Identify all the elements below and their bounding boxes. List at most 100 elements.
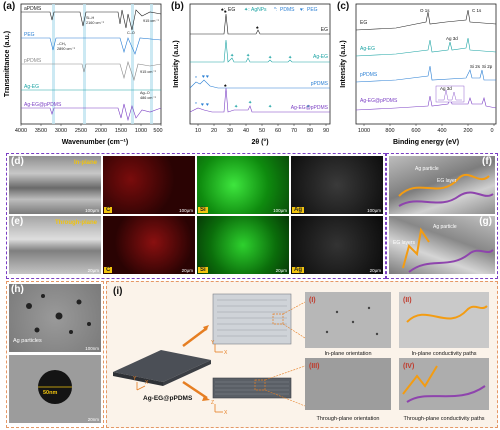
b-legend-peg: PEG bbox=[307, 7, 318, 13]
b-xtick-8: 90 bbox=[323, 128, 329, 134]
b-trace-label-3: Ag-EG@pPDMS bbox=[291, 105, 329, 111]
panel-g-label: (g) bbox=[479, 216, 492, 227]
a-ann-2890: 2890 cm⁻¹ bbox=[57, 47, 76, 51]
svg-text:*: * bbox=[195, 76, 197, 82]
e-tag-si: Si bbox=[198, 267, 208, 273]
g-sem-image: (g) Ag particle EG layers bbox=[389, 216, 495, 274]
e-title: Through-plane bbox=[55, 220, 97, 226]
svg-text:✦: ✦ bbox=[268, 104, 272, 110]
b-trace-label-0: EG bbox=[321, 27, 328, 33]
c-peak-ag3d: Ag 3d bbox=[446, 36, 458, 41]
f-sem-image: (f) Ag particle EG layer bbox=[389, 156, 495, 214]
a-ylabel: Transmittance (a.u.) bbox=[4, 31, 11, 97]
b-xtick-7: 80 bbox=[307, 128, 313, 134]
trace-ag-eg-ppdms bbox=[21, 103, 162, 122]
trace-c-ppdms bbox=[355, 65, 496, 83]
i-sub-3: (III) bbox=[309, 363, 320, 370]
svg-text:X: X bbox=[224, 350, 228, 356]
panel-e-label: (e) bbox=[11, 216, 24, 227]
e-sem-image: (e) Through-plane 20μm bbox=[9, 216, 101, 274]
a-ann-ago: Ag–O bbox=[140, 91, 150, 95]
svg-text:✦:: ✦: bbox=[244, 7, 250, 13]
d-scale-1: 100μm bbox=[179, 208, 193, 213]
svg-text:Y: Y bbox=[133, 376, 137, 382]
a-trace-label-0: aPDMS bbox=[24, 6, 42, 12]
svg-text:Y: Y bbox=[211, 340, 215, 346]
f-text-ag: Ag particle bbox=[415, 166, 439, 172]
c-peak-ag3d-inset: Ag 3d bbox=[440, 86, 452, 91]
d-tag-si: Si bbox=[198, 207, 208, 213]
a-trace-label-3: Ag-EG bbox=[24, 84, 39, 90]
c-xtick-0: 1000 bbox=[358, 128, 370, 134]
b-xtick-6: 70 bbox=[291, 128, 297, 134]
a-xtick-4: 2000 bbox=[95, 128, 107, 134]
h-tem-bottom: 50nm 20nm bbox=[9, 355, 101, 423]
e-scale-3: 20μm bbox=[369, 268, 381, 273]
a-trace-label-4: Ag-EG@pPDMS bbox=[24, 102, 62, 108]
a-ann-co: C–O bbox=[127, 31, 135, 35]
panel-c-label: (c) bbox=[337, 1, 350, 12]
a-xtick-5: 1500 bbox=[115, 128, 127, 134]
b-xtick-4: 50 bbox=[259, 128, 265, 134]
h-text-50nm: 50nm bbox=[43, 390, 58, 396]
svg-text:*:: *: bbox=[274, 7, 277, 13]
svg-text:✦: ✦ bbox=[246, 53, 250, 59]
a-ann-2160: 2160 cm⁻¹ bbox=[86, 21, 105, 25]
panel-a-ftir: 4000 3500 3000 2500 2000 1500 1000 500 W… bbox=[0, 0, 168, 150]
d-tag-ag: Ag bbox=[292, 207, 304, 213]
c-trace-label-2: pPDMS bbox=[360, 72, 378, 78]
c-xtick-5: 0 bbox=[490, 128, 493, 134]
b-xtick-1: 20 bbox=[211, 128, 217, 134]
i-sub-2: (II) bbox=[403, 297, 412, 304]
panel-i-schematic: (i) bbox=[106, 281, 498, 428]
e-tag-ag: Ag bbox=[292, 267, 304, 273]
c-xtick-3: 400 bbox=[437, 128, 446, 134]
svg-text:Z: Z bbox=[211, 400, 214, 406]
b-trace-label-2: pPDMS bbox=[311, 81, 329, 87]
c-trace-label-1: Ag-EG bbox=[360, 46, 375, 52]
svg-text:✦: ✦ bbox=[288, 55, 292, 61]
i-caption-1: In-plane orientation bbox=[324, 351, 371, 357]
e-map-ag: Ag 20μm bbox=[291, 216, 383, 274]
panel-fg: (f) Ag particle EG layer (g) Ag particle… bbox=[386, 153, 498, 279]
a-xtick-0: 4000 bbox=[15, 128, 27, 134]
i-caption-4: Through-plane conductivity paths bbox=[403, 416, 484, 422]
c-xlabel: Binding energy (eV) bbox=[393, 139, 459, 146]
d-scale-3: 100μm bbox=[367, 208, 381, 213]
g-text-eg: EG layers bbox=[393, 240, 415, 246]
svg-text:♥: ♥ bbox=[206, 74, 209, 80]
e-scale-2: 20μm bbox=[275, 268, 287, 273]
e-map-c: C 20μm bbox=[103, 216, 195, 274]
i-caption-2: In-plane conductivity paths bbox=[411, 351, 476, 357]
d-scale-2: 100μm bbox=[273, 208, 287, 213]
svg-text:*: * bbox=[195, 102, 197, 108]
a-xtick-6: 1000 bbox=[135, 128, 147, 134]
trace-peg bbox=[21, 37, 162, 55]
svg-text:✦: ✦ bbox=[248, 100, 252, 106]
i-caption-3: Through-plane orientation bbox=[317, 416, 380, 422]
f-text-eg: EG layer bbox=[437, 178, 457, 184]
svg-text:✦: ✦ bbox=[234, 104, 238, 110]
a-ann-sih: Si–H bbox=[86, 16, 94, 20]
b-trace-label-1: Ag-EG bbox=[313, 54, 328, 60]
a-xtick-7: 500 bbox=[153, 128, 162, 134]
a-ann-915a: 915 cm⁻¹ bbox=[143, 19, 159, 23]
c-xtick-4: 200 bbox=[463, 128, 472, 134]
c-peak-si2p: Si 2p bbox=[482, 64, 493, 69]
svg-text:♠: ♠ bbox=[224, 83, 227, 89]
panel-b-label: (b) bbox=[171, 1, 184, 12]
svg-text:✦: ✦ bbox=[230, 53, 234, 59]
d-sem-image: (d) In-plane 100μm bbox=[9, 156, 101, 214]
panel-f-label: (f) bbox=[482, 156, 492, 167]
d-map-ag: Ag 100μm bbox=[291, 156, 383, 214]
a-xlabel: Wavenumber (cm⁻¹) bbox=[62, 139, 128, 146]
c-ylabel: Intensity (a.u.) bbox=[340, 40, 347, 87]
c-trace-label-3: Ag-EG@pPDMS bbox=[360, 98, 398, 104]
h-text-ag: Ag particles bbox=[13, 338, 42, 344]
e-scale-1: 20μm bbox=[181, 268, 193, 273]
d-scale-0: 100μm bbox=[85, 208, 99, 213]
a-xtick-3: 2500 bbox=[75, 128, 87, 134]
panel-h-tem: (h) Ag particles 100nm 50nm 20nm bbox=[6, 281, 104, 428]
svg-text:X: X bbox=[224, 410, 228, 416]
svg-text:♥: ♥ bbox=[201, 102, 204, 108]
